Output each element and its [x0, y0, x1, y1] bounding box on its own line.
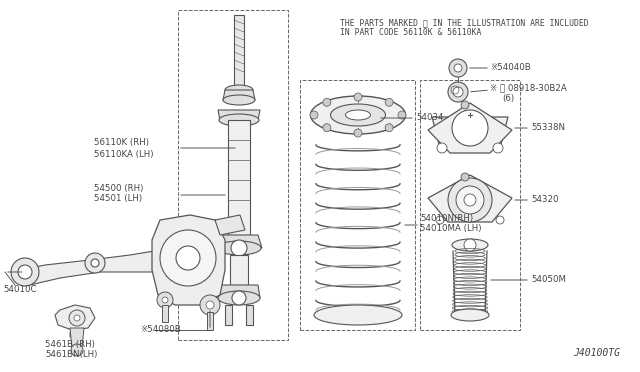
- Polygon shape: [225, 305, 232, 325]
- Circle shape: [449, 59, 467, 77]
- Circle shape: [11, 258, 39, 286]
- Ellipse shape: [451, 309, 489, 321]
- Circle shape: [69, 310, 85, 326]
- Circle shape: [493, 143, 503, 153]
- Circle shape: [176, 246, 200, 270]
- Circle shape: [464, 239, 476, 251]
- Circle shape: [385, 98, 393, 106]
- Circle shape: [448, 178, 492, 222]
- Polygon shape: [432, 117, 508, 148]
- Ellipse shape: [219, 114, 259, 126]
- Polygon shape: [55, 305, 95, 330]
- Bar: [420, 80, 520, 330]
- Text: 55338N: 55338N: [531, 124, 565, 132]
- Circle shape: [354, 93, 362, 101]
- Circle shape: [464, 194, 476, 206]
- Polygon shape: [228, 120, 250, 235]
- Polygon shape: [428, 175, 512, 222]
- Text: ※ Ⓝ 08918-30B2A: ※ Ⓝ 08918-30B2A: [490, 83, 567, 93]
- Ellipse shape: [223, 95, 255, 105]
- Circle shape: [74, 315, 80, 321]
- Text: 54010C: 54010C: [3, 285, 36, 295]
- Ellipse shape: [330, 104, 385, 126]
- Circle shape: [448, 82, 468, 102]
- Circle shape: [436, 216, 444, 224]
- Polygon shape: [230, 255, 248, 285]
- Circle shape: [200, 295, 220, 315]
- Text: 56110K (RH): 56110K (RH): [94, 138, 149, 148]
- Text: ※54080B: ※54080B: [140, 326, 180, 334]
- Circle shape: [323, 124, 331, 132]
- Text: 5461B (RH): 5461B (RH): [45, 340, 95, 349]
- Ellipse shape: [346, 110, 371, 120]
- Text: 54500 (RH): 54500 (RH): [94, 183, 143, 192]
- Circle shape: [456, 186, 484, 214]
- Text: 56110KA (LH): 56110KA (LH): [94, 150, 154, 158]
- Circle shape: [160, 230, 216, 286]
- Polygon shape: [216, 235, 262, 248]
- Text: 54034: 54034: [416, 113, 444, 122]
- Polygon shape: [207, 312, 213, 330]
- Text: 5461BN(LH): 5461BN(LH): [45, 350, 97, 359]
- Circle shape: [231, 240, 247, 256]
- Polygon shape: [152, 215, 225, 305]
- Circle shape: [310, 111, 318, 119]
- Ellipse shape: [310, 96, 406, 134]
- Polygon shape: [215, 215, 245, 235]
- Polygon shape: [428, 103, 512, 153]
- Bar: [300, 80, 415, 330]
- Circle shape: [85, 253, 105, 273]
- Circle shape: [437, 143, 447, 153]
- Circle shape: [385, 124, 393, 132]
- Ellipse shape: [225, 85, 253, 95]
- Circle shape: [18, 265, 32, 279]
- Polygon shape: [70, 328, 84, 348]
- Text: ※54040B: ※54040B: [490, 64, 531, 73]
- Polygon shape: [218, 110, 260, 120]
- Polygon shape: [162, 305, 168, 322]
- Polygon shape: [18, 250, 175, 285]
- Bar: [178, 10, 288, 340]
- Circle shape: [323, 98, 331, 106]
- Ellipse shape: [218, 291, 260, 305]
- Circle shape: [157, 292, 173, 308]
- Text: (6): (6): [502, 93, 514, 103]
- Text: J40100TG: J40100TG: [573, 348, 620, 358]
- Text: 54010MA (LH): 54010MA (LH): [420, 224, 481, 234]
- Ellipse shape: [452, 239, 488, 251]
- Polygon shape: [246, 305, 253, 325]
- Polygon shape: [234, 15, 244, 90]
- Ellipse shape: [217, 241, 261, 255]
- Circle shape: [232, 291, 246, 305]
- Polygon shape: [223, 90, 255, 100]
- Text: 54501 (LH): 54501 (LH): [94, 193, 142, 202]
- Text: 54050M: 54050M: [531, 276, 566, 285]
- Circle shape: [453, 87, 463, 97]
- Text: 54320: 54320: [531, 196, 559, 205]
- Ellipse shape: [314, 305, 402, 325]
- Circle shape: [496, 216, 504, 224]
- Circle shape: [354, 129, 362, 137]
- Circle shape: [452, 110, 488, 146]
- Circle shape: [454, 64, 462, 72]
- Circle shape: [461, 173, 469, 181]
- Circle shape: [461, 101, 469, 109]
- Circle shape: [71, 344, 83, 356]
- Circle shape: [91, 259, 99, 267]
- Circle shape: [398, 111, 406, 119]
- Text: THE PARTS MARKED ※ IN THE ILLUSTRATION ARE INCLUDED
IN PART CODE 56110K & 56110K: THE PARTS MARKED ※ IN THE ILLUSTRATION A…: [340, 18, 589, 38]
- Circle shape: [206, 301, 214, 309]
- Polygon shape: [218, 285, 260, 298]
- Circle shape: [162, 297, 168, 303]
- Text: 54010N(RH): 54010N(RH): [420, 214, 473, 222]
